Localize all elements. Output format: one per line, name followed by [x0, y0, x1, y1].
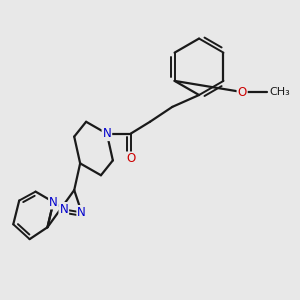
- Text: O: O: [238, 85, 247, 98]
- Text: O: O: [126, 152, 135, 165]
- Text: N: N: [49, 196, 58, 208]
- Text: CH₃: CH₃: [269, 87, 290, 97]
- Text: N: N: [59, 203, 68, 216]
- Text: N: N: [103, 127, 111, 140]
- Text: N: N: [77, 206, 86, 219]
